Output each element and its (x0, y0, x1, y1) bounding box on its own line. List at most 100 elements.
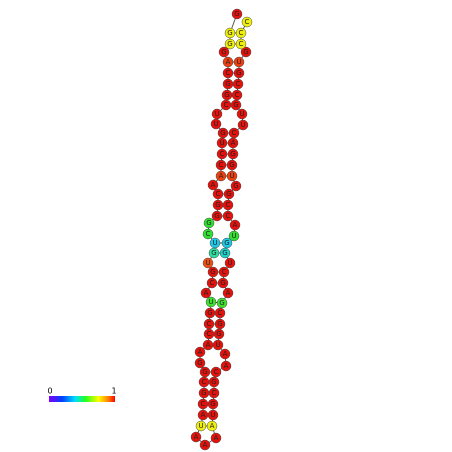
nucleotide (208, 247, 220, 259)
nucleotide (233, 67, 245, 79)
nucleotide (224, 38, 236, 50)
nucleotide-label: U (227, 259, 232, 267)
nucleotide (212, 339, 224, 351)
nucleotide (226, 159, 238, 171)
nucleotide-label: A (226, 289, 231, 297)
nucleotide (235, 27, 247, 39)
nucleotide-label: C (207, 320, 212, 328)
nucleotide (236, 108, 248, 120)
nucleotide (207, 179, 219, 191)
nucleotide-label: A (206, 341, 211, 349)
nucleotide-label: A (204, 289, 209, 297)
nucleotide (210, 366, 222, 378)
nucleotide-label: G (234, 10, 239, 18)
nucleotide (207, 409, 219, 421)
nucleotide-label: C (202, 378, 207, 386)
nucleotide (212, 188, 224, 200)
nucleotide-label: C (210, 279, 215, 287)
nucleotide-label: C (218, 309, 223, 317)
nucleotide-label: A (224, 362, 229, 370)
nucleotide (228, 230, 240, 242)
nucleotide (202, 228, 214, 240)
nucleotide (208, 387, 220, 399)
nucleotide (194, 346, 206, 358)
nucleotide (224, 27, 236, 39)
nucleotide-label: U (231, 232, 236, 240)
nucleotide-label: C (226, 212, 231, 220)
nucleotide (218, 266, 230, 278)
nucleotide (219, 348, 231, 360)
nucleotide-label: U (210, 411, 215, 419)
nucleotide-label: C (239, 29, 244, 37)
nucleotide-label: U (219, 139, 224, 147)
nucleotide-label: A (231, 139, 236, 147)
nucleotide (232, 78, 244, 90)
nucleotide (216, 148, 228, 160)
nucleotide-label: G (206, 219, 211, 227)
nucleotide (222, 199, 234, 211)
nucleotide (231, 89, 243, 101)
nucleotide-label: A (194, 433, 199, 441)
nucleotide-label: A (210, 422, 215, 430)
nucleotide (217, 277, 229, 289)
nucleotide (203, 217, 215, 229)
nucleotide-label: U (214, 110, 219, 118)
nucleotide-label: C (222, 268, 227, 276)
nucleotide-label: G (227, 29, 232, 37)
nucleotide-label: G (211, 378, 216, 386)
nucleotide-label: G (197, 359, 202, 367)
nucleotide-label: A (223, 350, 228, 358)
nucleotide (210, 432, 222, 444)
nucleotide-label: A (226, 58, 231, 66)
nucleotide (241, 16, 253, 28)
nucleotide-label: U (208, 298, 213, 306)
colorbar-max: 1 (111, 387, 116, 396)
nucleotide-label: C (220, 150, 225, 158)
nucleotide (200, 287, 212, 299)
nucleotide (223, 188, 235, 200)
nucleotide-label: G (211, 249, 216, 257)
nucleotide (214, 318, 226, 330)
nucleotide (202, 257, 214, 269)
nucleotide (206, 420, 218, 432)
nucleotide-label: G (230, 150, 235, 158)
nucleotide-label: U (229, 172, 234, 180)
nucleotide (229, 219, 241, 231)
nucleotide (233, 56, 245, 68)
nucleotide-label: A (198, 348, 203, 356)
nucleotide (218, 46, 230, 58)
nucleotide-label: C (239, 40, 244, 48)
nucleotide (205, 296, 217, 308)
nucleotide-label: C (226, 69, 231, 77)
nucleotide (208, 376, 220, 388)
nucleotide-label: C (245, 18, 250, 26)
nucleotide-label: U (213, 120, 218, 128)
nucleotide (215, 170, 227, 182)
nucleotide-label: G (233, 101, 238, 109)
nucleotide-label: U (212, 239, 217, 247)
nucleotide-label: U (215, 341, 220, 349)
nucleotide (222, 56, 234, 68)
nucleotide (190, 431, 202, 443)
nucleotide-label: C (219, 161, 224, 169)
nucleotide-label: G (207, 309, 212, 317)
nucleotide-label: A (233, 221, 238, 229)
nucleotide-label: A (203, 441, 208, 449)
nucleotide-label: U (236, 58, 241, 66)
nucleotide (228, 127, 240, 139)
nucleotide (216, 297, 228, 309)
nucleotide-label: G (221, 48, 226, 56)
nucleotide-label: G (224, 91, 229, 99)
nucleotide-label: C (201, 400, 206, 408)
nucleotide (215, 159, 227, 171)
nucleotide (227, 148, 239, 160)
nucleotide-label: G (217, 320, 222, 328)
nucleotide-label: G (225, 80, 230, 88)
nucleotide-label: G (233, 182, 238, 190)
nucleotide-label: G (220, 129, 225, 137)
nucleotide-label: C (212, 389, 217, 397)
nucleotide (207, 398, 219, 410)
nucleotide (235, 38, 247, 50)
nucleotide-label: C (214, 368, 219, 376)
